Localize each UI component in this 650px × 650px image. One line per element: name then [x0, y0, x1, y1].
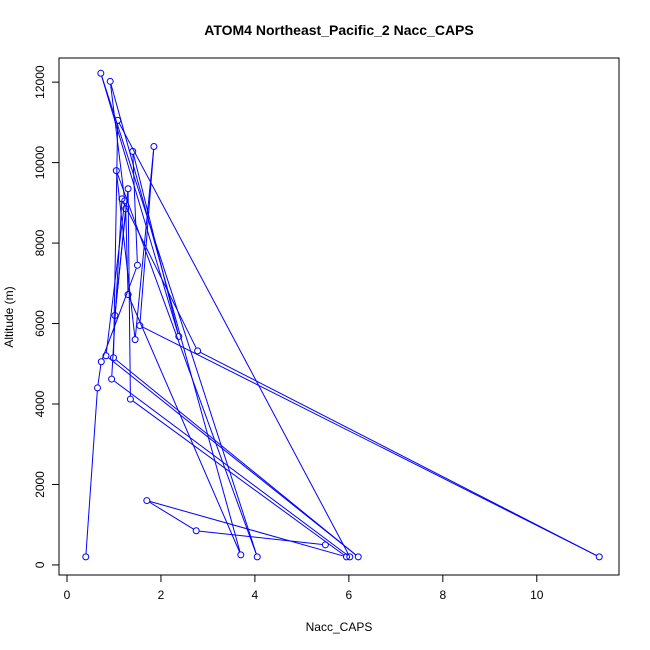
- y-tick-label: 0: [33, 561, 47, 568]
- y-axis: 0 2000 4000 6000 8000 10000 12000: [33, 65, 60, 568]
- series-segment: [113, 380, 348, 556]
- y-axis-label: Altitude (m): [2, 286, 16, 347]
- data-point: [143, 497, 151, 505]
- x-tick-label: 4: [252, 588, 259, 602]
- series-segment: [115, 359, 357, 556]
- series-segment: [101, 75, 257, 555]
- data-point: [97, 69, 105, 77]
- data-point: [237, 551, 245, 559]
- x-axis-label: Nacc_CAPS: [306, 620, 373, 634]
- series-segment: [101, 267, 137, 360]
- y-tick-label: 4000: [33, 390, 47, 417]
- data-point: [595, 553, 603, 561]
- data-point: [94, 384, 102, 392]
- data-point: [97, 358, 105, 366]
- data-point: [82, 553, 90, 561]
- series-segment: [108, 357, 357, 556]
- chart-title: ATOM4 Northeast_Pacific_2 Nacc_CAPS: [204, 22, 473, 38]
- y-tick-label: 12000: [33, 65, 47, 99]
- series-lines: [85, 75, 597, 557]
- series-segment: [125, 211, 129, 292]
- data-point: [108, 375, 116, 383]
- data-point: [102, 352, 110, 360]
- data-point: [109, 354, 117, 362]
- series-segment: [122, 201, 197, 349]
- x-tick-label: 10: [530, 588, 544, 602]
- series-segment: [110, 84, 125, 198]
- data-point: [253, 553, 261, 561]
- y-tick-label: 10000: [33, 146, 47, 180]
- data-point: [133, 261, 141, 269]
- data-point: [131, 336, 139, 344]
- series-segment: [110, 84, 241, 553]
- x-tick-label: 2: [158, 588, 165, 602]
- x-axis: 0 2 4 6 8 10: [64, 574, 544, 602]
- data-point: [124, 185, 132, 193]
- series-points: [82, 69, 603, 561]
- data-point: [124, 291, 132, 299]
- series-segment: [105, 203, 125, 353]
- data-point: [150, 143, 158, 151]
- data-point: [129, 147, 137, 155]
- series-segment: [127, 191, 131, 397]
- x-tick-label: 6: [346, 588, 353, 602]
- series-segment: [200, 351, 597, 556]
- y-tick-label: 8000: [33, 229, 47, 256]
- series-segment: [85, 390, 98, 554]
- y-tick-label: 6000: [33, 310, 47, 337]
- data-point: [112, 167, 120, 175]
- data-point: [354, 553, 362, 561]
- data-point: [106, 77, 114, 85]
- data-point: [114, 116, 122, 124]
- series-segment: [199, 530, 323, 545]
- data-point: [321, 541, 329, 549]
- series-segment: [113, 123, 119, 355]
- series-segment: [139, 149, 155, 323]
- data-point: [136, 322, 144, 330]
- data-point: [343, 553, 351, 561]
- data-point: [175, 332, 183, 340]
- data-point: [121, 197, 129, 205]
- series-segment: [132, 154, 138, 263]
- data-point: [111, 311, 119, 319]
- data-point: [346, 553, 354, 561]
- y-tick-label: 2000: [33, 471, 47, 498]
- data-point: [194, 347, 202, 355]
- plot-frame: [58, 57, 620, 576]
- series-segment: [132, 400, 345, 556]
- x-tick-label: 8: [439, 588, 446, 602]
- series-segment: [149, 500, 344, 557]
- x-tick-label: 0: [64, 588, 71, 602]
- series-segment: [118, 122, 349, 555]
- data-point: [192, 527, 200, 535]
- series-segment: [142, 326, 597, 556]
- data-point: [126, 395, 134, 403]
- series-segment: [149, 501, 194, 530]
- series-segment: [97, 364, 102, 386]
- series-segment: [128, 297, 241, 553]
- data-point: [122, 205, 130, 213]
